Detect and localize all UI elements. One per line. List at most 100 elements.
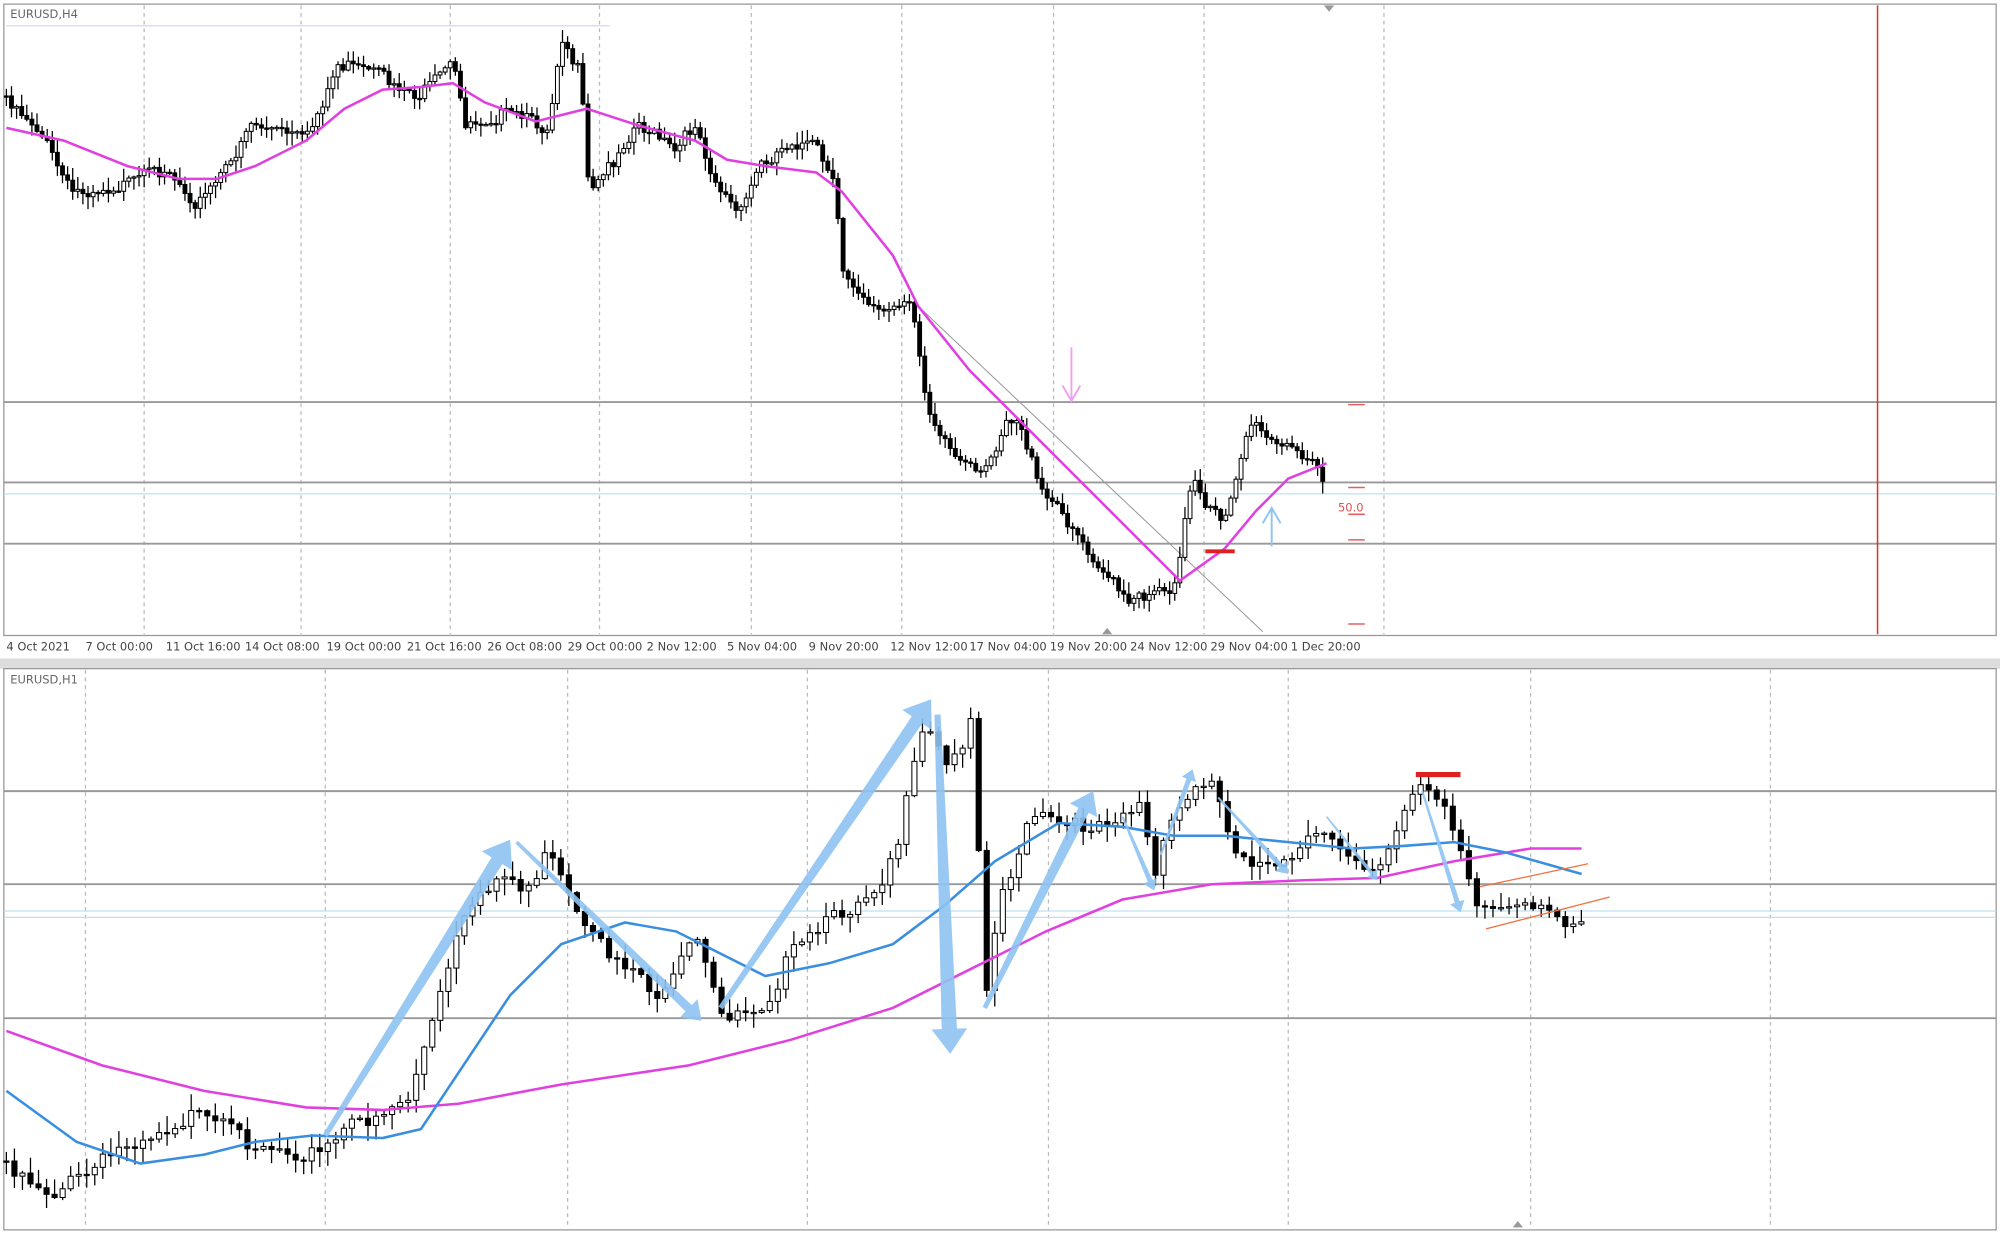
candle (372, 1115, 380, 1126)
candle (1014, 420, 1020, 424)
candle (340, 1127, 347, 1141)
candle (1228, 497, 1234, 516)
candle (959, 747, 966, 755)
candle (605, 162, 611, 176)
candle (863, 897, 870, 903)
candle (1085, 541, 1091, 555)
candle (753, 171, 759, 186)
candle (861, 292, 866, 298)
candle (1172, 582, 1178, 594)
candle (820, 144, 826, 162)
candle (458, 70, 463, 99)
candle (422, 84, 428, 100)
candle (764, 160, 770, 165)
candle (243, 130, 249, 142)
arrow (1121, 816, 1158, 891)
candle (164, 1132, 171, 1135)
candle (1136, 801, 1143, 813)
candle (131, 1146, 139, 1149)
candle (1126, 593, 1132, 604)
candle (614, 957, 621, 960)
candle (350, 60, 356, 65)
candle (1039, 811, 1047, 818)
candle (147, 1138, 155, 1141)
candle (1243, 435, 1249, 459)
candle (794, 144, 800, 150)
shift-marker (1512, 1220, 1523, 1228)
time-label: 14 Oct 08:00 (245, 639, 320, 653)
candle (1313, 832, 1320, 837)
candle (544, 129, 550, 134)
candle (998, 435, 1004, 452)
candle (220, 1118, 227, 1122)
candle (412, 90, 417, 99)
candle (855, 286, 861, 294)
candle (248, 122, 254, 132)
candle (815, 139, 821, 146)
candle (1417, 784, 1424, 795)
candle (692, 127, 698, 135)
candle (822, 916, 830, 933)
candle (1377, 864, 1384, 871)
candle (927, 731, 934, 734)
candle (300, 1159, 307, 1162)
candle (1218, 508, 1224, 521)
candle (1105, 571, 1111, 579)
candle (1141, 592, 1147, 601)
candle (27, 1172, 34, 1185)
candle (83, 1173, 90, 1177)
candle (437, 990, 444, 1021)
candle (871, 892, 878, 899)
candle (1047, 811, 1055, 818)
candle (1337, 838, 1344, 850)
time-label: 29 Nov 04:00 (1210, 639, 1287, 653)
signal-arrow (1261, 506, 1282, 547)
candle (1473, 878, 1480, 907)
candle (983, 849, 990, 991)
candle (952, 447, 958, 457)
candle (1297, 847, 1304, 860)
time-label: 12 Nov 12:00 (890, 639, 967, 653)
candle (1192, 479, 1198, 492)
candle (789, 144, 795, 150)
candle (1240, 852, 1247, 858)
candle (308, 1147, 315, 1162)
bottom-frame (3, 668, 1997, 1231)
candle (708, 157, 713, 175)
shift-marker (1102, 627, 1113, 635)
candle (380, 1114, 388, 1117)
candle (672, 143, 678, 152)
candle (473, 121, 479, 125)
candle (417, 97, 423, 101)
candle (1157, 587, 1162, 592)
candle (3, 1160, 10, 1163)
candle (330, 76, 336, 90)
candle (886, 308, 892, 312)
candle (60, 165, 65, 176)
candle (654, 991, 661, 999)
candle (932, 413, 938, 426)
candle (943, 745, 950, 766)
time-label: 1 Dec 20:00 (1291, 639, 1361, 653)
candle (19, 1172, 26, 1177)
candle (560, 41, 565, 67)
candle (1223, 514, 1229, 521)
candle (131, 176, 137, 179)
candle (784, 147, 790, 151)
candle (1128, 811, 1135, 815)
candle (677, 144, 683, 152)
candle (597, 931, 605, 939)
candle (345, 60, 351, 71)
time-label: 7 Oct 00:00 (85, 639, 152, 653)
candle (1184, 798, 1191, 809)
candle (320, 106, 326, 115)
candle (1425, 784, 1432, 791)
candle (1065, 512, 1071, 528)
candle (726, 1012, 733, 1021)
candle (967, 718, 974, 749)
candle (804, 140, 810, 144)
candle (177, 179, 183, 185)
candle (728, 193, 734, 203)
